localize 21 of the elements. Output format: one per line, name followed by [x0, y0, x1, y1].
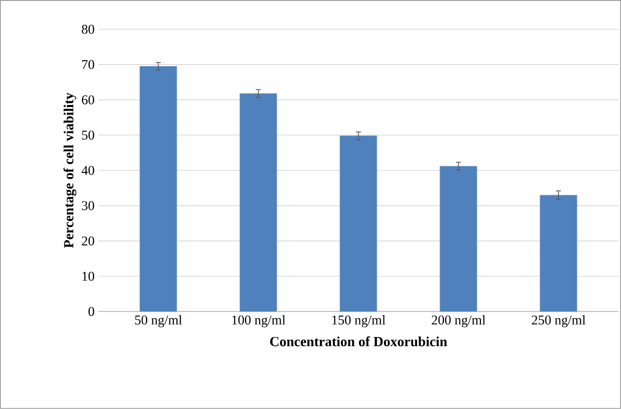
- bar: [440, 166, 478, 312]
- x-axis-title: Concentration of Doxorubicin: [270, 336, 448, 346]
- y-tick-label: 50: [82, 130, 94, 140]
- x-tick-label: 200 ng/ml: [432, 315, 486, 328]
- bar: [340, 136, 378, 312]
- y-tick-label: 80: [82, 24, 94, 34]
- y-axis-title: Percentage of cell viability: [64, 92, 76, 248]
- bar: [140, 66, 178, 312]
- y-tick-label: 20: [82, 236, 94, 246]
- y-tick-label: 40: [82, 166, 94, 175]
- y-tick-label: 60: [82, 95, 94, 104]
- x-tick-label: 50 ng/ml: [135, 315, 182, 328]
- y-tick-label: 70: [82, 60, 94, 70]
- x-tick-label: 100 ng/ml: [232, 315, 286, 328]
- bar: [240, 93, 278, 312]
- y-tick-label: 0: [88, 307, 94, 316]
- y-tick-label: 30: [82, 201, 94, 210]
- y-tick-label: 10: [82, 272, 94, 281]
- x-tick-label: 150 ng/ml: [332, 315, 386, 328]
- bar: [540, 194, 578, 312]
- x-tick-label: 250 ng/ml: [532, 315, 586, 328]
